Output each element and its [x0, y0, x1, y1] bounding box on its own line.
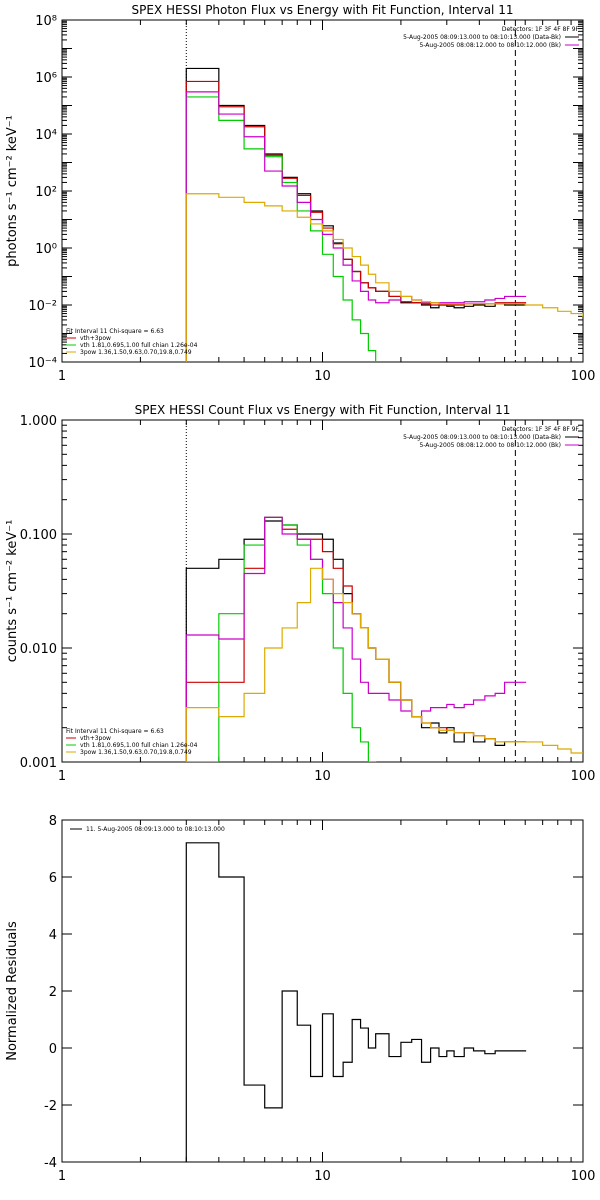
- series-line-3: [185, 91, 527, 362]
- x-tick-label: 10: [314, 769, 331, 784]
- y-tick-label: 2: [49, 985, 57, 1000]
- legend-entry: 5-Aug-2005 08:09:13.000 to 08:10:13.000 …: [403, 34, 561, 41]
- legend-entry: Detectors: 1F 3F 4F 8F 9F: [502, 26, 580, 33]
- legend-entry: vth+3pow: [80, 735, 111, 742]
- legend-entry: Detectors: 1F 3F 4F 8F 9F: [502, 426, 580, 433]
- count-flux-panel: 1 10 100 0.001 0.010 0.100 1.000 SPEX HESSI Cou…: [5, 403, 595, 784]
- y-tick-label: 0.001: [20, 756, 57, 771]
- y-tick-label: 10⁴: [35, 128, 57, 143]
- x-tick-label: 100: [571, 1169, 596, 1184]
- x-tick-label: 1: [58, 769, 66, 784]
- y-axis-label: counts s⁻¹ cm⁻² keV⁻¹: [5, 520, 20, 663]
- legend-entry: 3pow 1.36,1.50,9.63,0.70,19.8,0.749: [80, 749, 192, 756]
- series-group: [185, 67, 583, 362]
- y-tick-label: 0: [49, 1042, 57, 1057]
- series-line-3: [185, 516, 527, 762]
- x-tick-label: 100: [571, 369, 596, 384]
- series-line-4: [185, 193, 583, 362]
- series-line-2: [185, 96, 377, 362]
- y-tick-label: 10⁻⁴: [28, 356, 57, 371]
- x-tick-label: 1: [58, 1169, 66, 1184]
- y-tick-label: -4: [44, 1156, 57, 1171]
- legend-entry: Fit Interval 11 Chi-square = 6.63: [66, 328, 164, 335]
- chart-title: SPEX HESSI Photon Flux vs Energy with Fi…: [132, 3, 514, 17]
- axis-frame: [61, 19, 584, 363]
- y-tick-label: 0.010: [20, 642, 57, 657]
- series-line-0: [185, 842, 527, 1162]
- legend-entry: Fit Interval 11 Chi-square = 6.63: [66, 728, 164, 735]
- x-tick-label: 100: [571, 769, 596, 784]
- y-tick-label: 6: [49, 871, 57, 886]
- y-tick-label: 8: [49, 814, 57, 829]
- legend-entry: 3pow 1.36,1.50,9.63,0.70,19.8,0.749: [80, 349, 192, 356]
- series-line-2: [186, 516, 377, 762]
- y-tick-label: 10²: [35, 185, 57, 200]
- series-group: [185, 516, 583, 762]
- x-tick-label: 10: [314, 1169, 331, 1184]
- x-tick-label: 10: [314, 369, 331, 384]
- legend-entry: 5-Aug-2005 08:09:13.000 to 08:10:13.000 …: [403, 434, 561, 441]
- y-tick-label: 10⁰: [35, 242, 57, 257]
- series-line-0: [185, 520, 527, 762]
- y-tick-label: 10⁶: [35, 71, 57, 86]
- residuals-panel: 1 10 100 -4 -2 0 2 4 6 8 Normalized Residuals 11. 5…: [5, 814, 595, 1184]
- y-tick-label: 4: [49, 928, 57, 943]
- y-tick-label: 0.100: [20, 528, 57, 543]
- y-tick-label: -2: [44, 1099, 57, 1114]
- legend-entry: 5-Aug-2005 08:08:12.000 to 08:10:12.000 …: [419, 42, 561, 49]
- series-line-0: [185, 67, 527, 362]
- series-group: [185, 842, 527, 1162]
- axis-frame: [61, 819, 584, 1163]
- y-axis-label: Normalized Residuals: [5, 921, 20, 1061]
- y-tick-label: 10⁸: [35, 14, 57, 29]
- series-line-4: [185, 567, 583, 762]
- legend-entry: vth 1.81,0.695,1.00 full chian 1.26e-04: [80, 742, 198, 749]
- legend-entry: 5-Aug-2005 08:08:12.000 to 08:10:12.000 …: [419, 442, 561, 449]
- y-axis-label: photons s⁻¹ cm⁻² keV⁻¹: [5, 115, 20, 267]
- photon-flux-panel: 1 10 100 10⁻⁴ 10⁻² 10⁰ 10² 10⁴ 10⁶ 10⁸ SPEX HESSI …: [5, 3, 595, 384]
- x-tick-label: 1: [58, 369, 66, 384]
- y-tick-label: 10⁻²: [28, 299, 57, 314]
- legend-entry: 11. 5-Aug-2005 08:09:13.000 to 08:10:13.…: [86, 826, 225, 833]
- legend-entry: vth 1.81,0.695,1.00 full chian 1.26e-04: [80, 342, 198, 349]
- legend-entry: vth+3pow: [80, 335, 111, 342]
- series-line-1: [185, 516, 527, 762]
- chart-title: SPEX HESSI Count Flux vs Energy with Fit…: [135, 403, 511, 417]
- y-tick-label: 1.000: [20, 414, 57, 429]
